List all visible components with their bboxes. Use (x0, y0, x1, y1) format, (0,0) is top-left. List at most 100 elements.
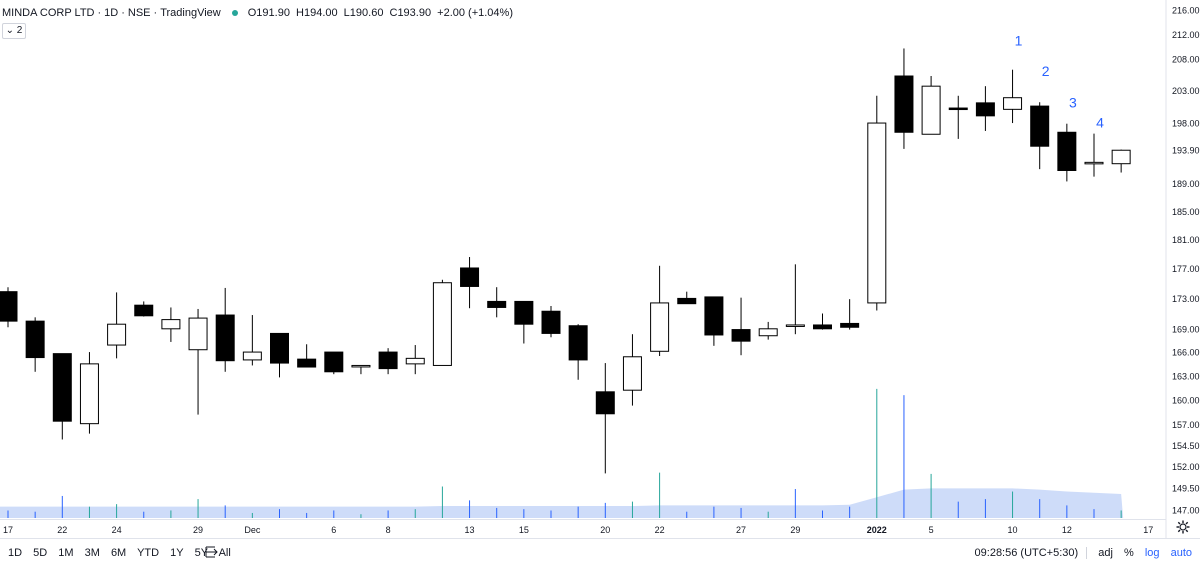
price-tick-label: 189.00 (1172, 179, 1200, 189)
percent-toggle[interactable]: % (1123, 547, 1134, 559)
candle-body (1003, 97, 1023, 110)
clock-label[interactable]: 09:28:56 (UTC+5:30) (974, 547, 1079, 559)
range-1y[interactable]: 1Y (170, 547, 184, 559)
candle (25, 317, 45, 372)
candle-body (1057, 131, 1077, 171)
adj-toggle[interactable]: adj (1098, 547, 1113, 559)
ohlc-open: O191.90 (247, 7, 290, 19)
log-toggle[interactable]: log (1144, 547, 1160, 559)
candle (541, 305, 561, 338)
candle-body (52, 353, 72, 422)
price-tick-label: 208.00 (1172, 55, 1200, 65)
candle-body (79, 363, 99, 425)
candle (785, 264, 805, 335)
candle (1057, 123, 1077, 182)
candle-body (650, 302, 670, 352)
candle (622, 334, 642, 406)
candle-body (622, 356, 642, 391)
time-tick-label: 8 (386, 525, 391, 535)
candle (514, 300, 534, 344)
candle (378, 348, 398, 375)
price-tick-label: 181.00 (1172, 235, 1200, 245)
candle-body (568, 325, 588, 361)
candle-body (921, 85, 941, 135)
market-status-icon (231, 9, 238, 16)
auto-toggle[interactable]: auto (1170, 547, 1192, 559)
candle-body (215, 314, 235, 362)
price-tick-label: 154.50 (1172, 441, 1200, 451)
price-tick-label: 160.00 (1172, 395, 1200, 405)
candle-body (1084, 161, 1104, 165)
range-5y[interactable]: 5Y (194, 547, 209, 559)
candle (324, 351, 344, 375)
price-tick-label: 203.00 (1172, 86, 1200, 96)
price-tick-label: 216.00 (1172, 6, 1200, 16)
candle (1030, 102, 1050, 170)
candle-body (514, 300, 534, 325)
price-axis[interactable]: 216.00 212.00 208.00 203.00 198.00 193.90 189.… (1167, 6, 1200, 516)
time-tick-label: 13 (465, 525, 475, 535)
range-3m[interactable]: 3M (84, 547, 100, 559)
price-tick-label: 166.00 (1172, 348, 1200, 358)
candle-body (432, 282, 452, 366)
time-tick-label: 27 (736, 525, 746, 535)
ohlc-close: C193.90 (389, 7, 432, 19)
range-5d[interactable]: 5D (33, 547, 48, 559)
candle-body (297, 358, 317, 368)
candle-body (324, 351, 344, 373)
range-1m[interactable]: 1M (58, 547, 74, 559)
candle-body (107, 323, 127, 346)
volume-pane (0, 388, 1124, 518)
candle-body (704, 296, 724, 336)
candle-body (405, 357, 425, 365)
price-tick-label: 163.00 (1172, 371, 1200, 381)
price-tick-label: 198.00 (1172, 119, 1200, 129)
range-ytd[interactable]: YTD (137, 547, 160, 559)
candle-body (785, 324, 805, 327)
range-6m[interactable]: 6M (110, 547, 127, 559)
candle (107, 292, 127, 359)
candle-body (894, 75, 914, 133)
candle-body (813, 324, 832, 330)
gear-icon[interactable] (1176, 520, 1190, 534)
range-all[interactable]: All (218, 547, 231, 559)
candle (242, 315, 262, 366)
candle (948, 95, 968, 139)
ohlc-low: L190.60 (343, 7, 384, 19)
time-tick-label: 29 (790, 525, 800, 535)
candle (921, 76, 941, 135)
legend-header: MINDA CORP LTD · 1D · NSE · TradingView O191.90… (2, 7, 513, 19)
range-1d[interactable]: 1D (8, 547, 23, 559)
candle (894, 48, 914, 149)
time-tick-label: Dec (244, 525, 261, 535)
candle (975, 86, 995, 131)
time-axis[interactable]: 17 22 24 29 Dec 6 8 13 15 20 22 27 29 2022 5 10 12 17 (3, 525, 1153, 535)
candle (405, 345, 425, 375)
price-tick-label: 147.00 (1172, 506, 1200, 516)
candle-body (188, 317, 208, 351)
candle (134, 301, 154, 317)
candle (758, 321, 778, 340)
goto-date-icon[interactable] (205, 546, 219, 558)
time-tick-label: 22 (57, 525, 67, 535)
source-label: TradingView (160, 7, 221, 19)
candle-body (595, 391, 615, 415)
interval-label[interactable]: 1D (104, 7, 119, 19)
candle (161, 307, 181, 342)
candle (487, 287, 507, 318)
candle-body (948, 107, 968, 111)
candles (0, 48, 1131, 474)
volume-ma-area (0, 488, 1124, 518)
collapse-indicators-button[interactable]: ⌄ 2 (2, 23, 26, 39)
symbol-name[interactable]: MINDA CORP LTD (2, 7, 95, 19)
time-tick-label: 10 (1008, 525, 1018, 535)
ohlc-change: +2.00 (+1.04%) (437, 7, 513, 19)
candle-body (351, 364, 371, 368)
candle (840, 299, 860, 330)
time-tick-label: 5 (929, 525, 934, 535)
bottom-right-controls: 09:28:56 (UTC+5:30) adj % log auto (967, 547, 1192, 560)
price-tick-label: 157.00 (1172, 420, 1200, 430)
candle (1111, 149, 1131, 173)
candle-body (677, 297, 697, 305)
